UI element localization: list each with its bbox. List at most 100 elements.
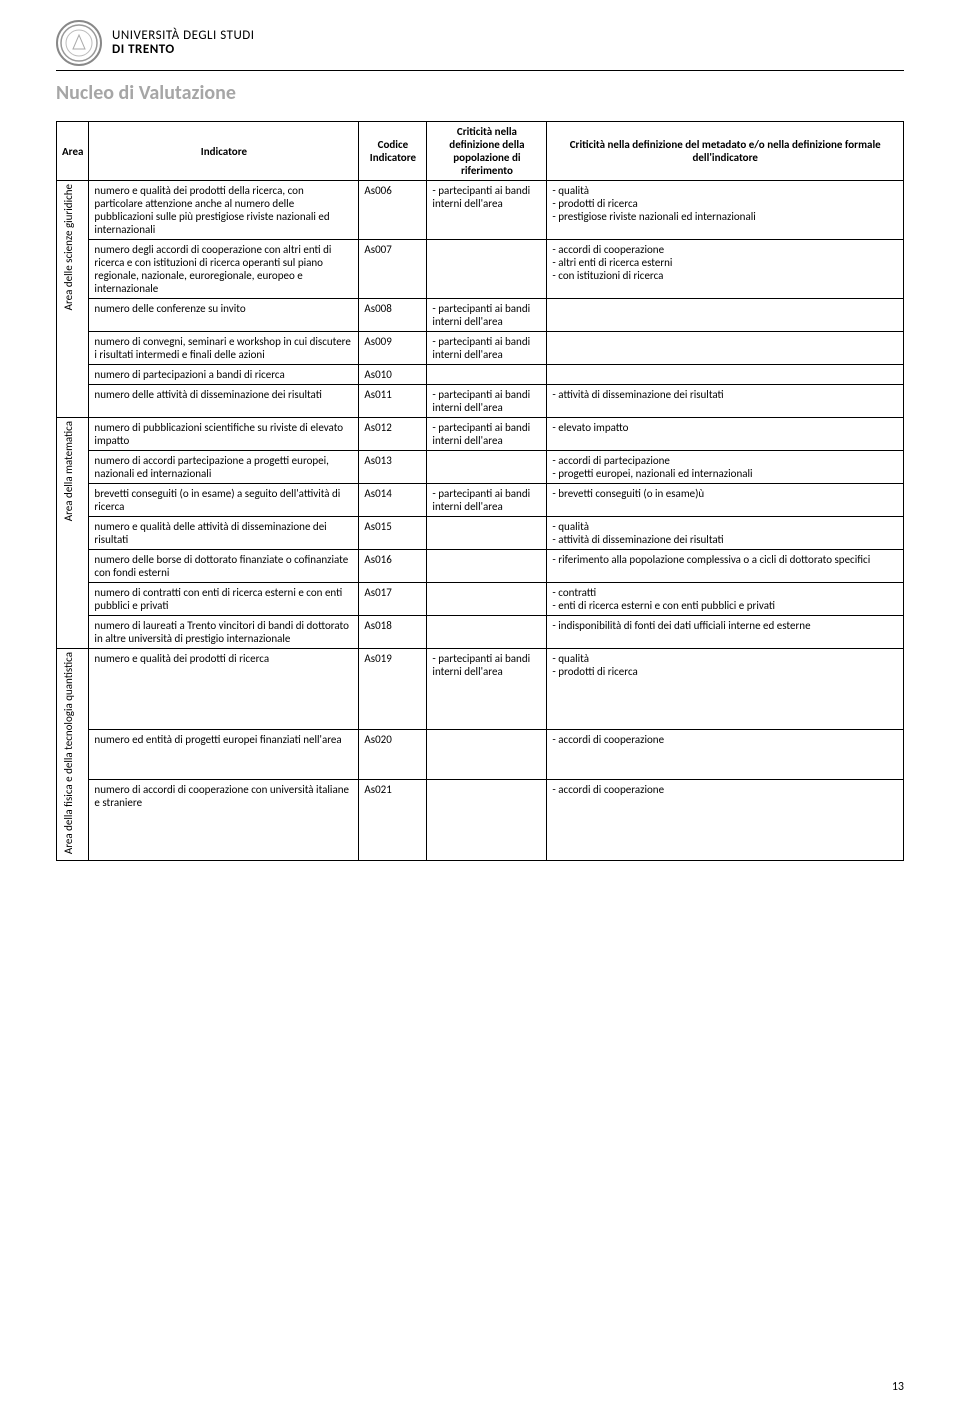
cell-code: As020 [359, 730, 427, 779]
table-row: Area delle scienze giuridiche numero e q… [57, 181, 904, 240]
cell-code: As017 [359, 583, 427, 616]
cell-pop [427, 730, 547, 779]
table-row: numero di contratti con enti di ricerca … [57, 583, 904, 616]
page: UNIVERSITÀ DEGLI STUDI DI TRENTO Nucleo … [0, 0, 960, 1414]
page-number: 13 [892, 1380, 904, 1394]
cell-pop: - partecipanti ai bandi interni dell'are… [427, 484, 547, 517]
cell-meta [547, 332, 904, 365]
table-row: Area della matematica numero di pubblica… [57, 418, 904, 451]
university-name: UNIVERSITÀ DEGLI STUDI DI TRENTO [112, 29, 255, 58]
cell-pop [427, 779, 547, 860]
cell-indicatore: numero di partecipazioni a bandi di rice… [89, 365, 359, 385]
col-indicatore: Indicatore [89, 122, 359, 181]
cell-meta: - riferimento alla popolazione complessi… [547, 550, 904, 583]
cell-meta: - attività di disseminazione dei risulta… [547, 385, 904, 418]
cell-code: As008 [359, 299, 427, 332]
cell-pop: - partecipanti ai bandi interni dell'are… [427, 332, 547, 365]
cell-indicatore: numero di accordi di cooperazione con un… [89, 779, 359, 860]
cell-code: As015 [359, 517, 427, 550]
university-line2: DI TRENTO [112, 43, 255, 57]
cell-meta: - accordi di cooperazione- altri enti di… [547, 240, 904, 299]
area-label: Area della fisica e della tecnologia qua… [62, 652, 75, 854]
col-crit-meta: Criticità nella definizione del metadato… [547, 122, 904, 181]
table-row: numero di accordi di cooperazione con un… [57, 779, 904, 860]
cell-meta: - accordi di partecipazione- progetti eu… [547, 451, 904, 484]
cell-code: As012 [359, 418, 427, 451]
cell-pop [427, 451, 547, 484]
table-row: numero e qualità delle attività di disse… [57, 517, 904, 550]
col-crit-pop: Criticità nella definizione della popola… [427, 122, 547, 181]
area-label: Area della matematica [62, 421, 75, 521]
cell-meta [547, 299, 904, 332]
cell-pop [427, 240, 547, 299]
cell-indicatore: numero degli accordi di cooperazione con… [89, 240, 359, 299]
cell-pop [427, 365, 547, 385]
cell-indicatore: numero e qualità dei prodotti della rice… [89, 181, 359, 240]
cell-pop [427, 517, 547, 550]
cell-meta: - accordi di cooperazione [547, 730, 904, 779]
table-row: brevetti conseguiti (o in esame) a segui… [57, 484, 904, 517]
cell-indicatore: numero di pubblicazioni scientifiche su … [89, 418, 359, 451]
page-title: Nucleo di Valutazione [56, 81, 904, 105]
table-row: numero delle borse di dottorato finanzia… [57, 550, 904, 583]
header: UNIVERSITÀ DEGLI STUDI DI TRENTO [56, 20, 904, 66]
cell-indicatore: numero di convegni, seminari e workshop … [89, 332, 359, 365]
cell-pop [427, 583, 547, 616]
col-area: Area [57, 122, 89, 181]
cell-code: As021 [359, 779, 427, 860]
cell-pop [427, 616, 547, 649]
university-seal-icon [56, 20, 102, 66]
cell-code: As019 [359, 649, 427, 730]
indicators-table: Area Indicatore Codice Indicatore Critic… [56, 121, 904, 861]
table-row: numero ed entità di progetti europei fin… [57, 730, 904, 779]
table-row: numero di laureati a Trento vincitori di… [57, 616, 904, 649]
cell-code: As014 [359, 484, 427, 517]
cell-code: As016 [359, 550, 427, 583]
cell-meta: - qualità- prodotti di ricerca [547, 649, 904, 730]
cell-meta: - indisponibilità di fonti dei dati uffi… [547, 616, 904, 649]
table-row: numero di convegni, seminari e workshop … [57, 332, 904, 365]
cell-indicatore: brevetti conseguiti (o in esame) a segui… [89, 484, 359, 517]
cell-meta [547, 365, 904, 385]
table-row: numero di partecipazioni a bandi di rice… [57, 365, 904, 385]
cell-meta: - brevetti conseguiti (o in esame)ù [547, 484, 904, 517]
cell-indicatore: numero delle conferenze su invito [89, 299, 359, 332]
area-cell-giuridiche: Area delle scienze giuridiche [57, 181, 89, 418]
cell-meta: - accordi di cooperazione [547, 779, 904, 860]
cell-meta: - elevato impatto [547, 418, 904, 451]
table-row: numero di accordi partecipazione a proge… [57, 451, 904, 484]
table-row: numero delle attività di disseminazione … [57, 385, 904, 418]
cell-code: As006 [359, 181, 427, 240]
cell-indicatore: numero e qualità dei prodotti di ricerca [89, 649, 359, 730]
cell-code: As007 [359, 240, 427, 299]
cell-pop: - partecipanti ai bandi interni dell'are… [427, 649, 547, 730]
area-label: Area delle scienze giuridiche [62, 184, 75, 310]
cell-pop [427, 550, 547, 583]
cell-meta: - qualità- attività di disseminazione de… [547, 517, 904, 550]
table-row: numero degli accordi di cooperazione con… [57, 240, 904, 299]
area-cell-fisica: Area della fisica e della tecnologia qua… [57, 649, 89, 861]
cell-indicatore: numero di contratti con enti di ricerca … [89, 583, 359, 616]
cell-code: As009 [359, 332, 427, 365]
cell-pop: - partecipanti ai bandi interni dell'are… [427, 299, 547, 332]
cell-indicatore: numero delle attività di disseminazione … [89, 385, 359, 418]
cell-pop: - partecipanti ai bandi interni dell'are… [427, 181, 547, 240]
university-line1: UNIVERSITÀ DEGLI STUDI [112, 29, 255, 43]
header-divider [56, 70, 904, 71]
table-header-row: Area Indicatore Codice Indicatore Critic… [57, 122, 904, 181]
cell-indicatore: numero delle borse di dottorato finanzia… [89, 550, 359, 583]
col-codice: Codice Indicatore [359, 122, 427, 181]
cell-code: As010 [359, 365, 427, 385]
cell-meta: - contratti- enti di ricerca esterni e c… [547, 583, 904, 616]
cell-meta: - qualità- prodotti di ricerca- prestigi… [547, 181, 904, 240]
cell-code: As013 [359, 451, 427, 484]
cell-indicatore: numero e qualità delle attività di disse… [89, 517, 359, 550]
table-row: numero delle conferenze su invito As008 … [57, 299, 904, 332]
cell-indicatore: numero di accordi partecipazione a proge… [89, 451, 359, 484]
cell-pop: - partecipanti ai bandi interni dell'are… [427, 385, 547, 418]
cell-pop: - partecipanti ai bandi interni dell'are… [427, 418, 547, 451]
cell-code: As018 [359, 616, 427, 649]
cell-code: As011 [359, 385, 427, 418]
cell-indicatore: numero di laureati a Trento vincitori di… [89, 616, 359, 649]
table-row: Area della fisica e della tecnologia qua… [57, 649, 904, 730]
